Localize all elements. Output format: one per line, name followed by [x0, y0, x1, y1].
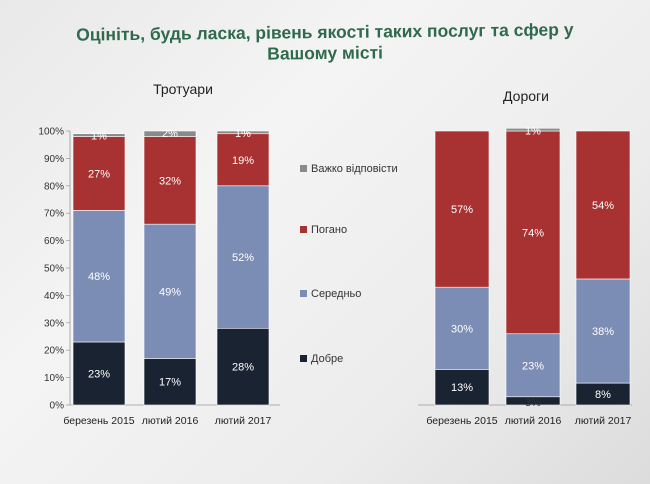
data-label: 28% — [232, 362, 254, 374]
bar-segment — [216, 130, 270, 135]
y-tick-label: 90% — [44, 154, 64, 165]
y-tick-label: 80% — [44, 181, 64, 192]
y-tick-label: 40% — [44, 291, 64, 302]
data-label: 19% — [232, 155, 254, 167]
bar-segment — [505, 127, 561, 132]
legend-label: Добре — [311, 353, 343, 365]
bar-segment — [72, 136, 126, 211]
y-tick-label: 30% — [44, 318, 64, 329]
panel-title: Тротуари — [153, 81, 213, 97]
data-label: 49% — [159, 286, 181, 298]
bar-segment — [72, 210, 126, 343]
x-category-label: лютий 2016 — [505, 415, 562, 427]
legend-label: Середньо — [311, 288, 361, 300]
y-tick-label: 100% — [38, 127, 64, 138]
bar-segment — [143, 130, 197, 137]
data-label: 30% — [451, 323, 473, 335]
data-label: 13% — [451, 382, 473, 394]
data-label: 52% — [232, 252, 254, 264]
bar-segment — [575, 130, 631, 280]
legend-swatch — [300, 226, 307, 233]
legend-label: Погано — [311, 224, 347, 236]
data-label: 17% — [159, 377, 181, 389]
y-tick-label: 70% — [44, 209, 64, 220]
data-label: 23% — [522, 360, 544, 372]
bar-segment — [575, 278, 631, 384]
data-label: 48% — [88, 271, 110, 283]
x-category-label: лютий 2017 — [215, 415, 272, 427]
y-tick-label: 0% — [50, 401, 65, 412]
bar-segment — [143, 223, 197, 359]
data-label: 57% — [451, 204, 473, 216]
bar-segment — [434, 130, 490, 288]
bar-segment — [216, 327, 270, 406]
data-label: 8% — [595, 389, 611, 401]
bar-segment — [216, 133, 270, 187]
y-tick-label: 50% — [44, 264, 64, 275]
data-label: 32% — [159, 175, 181, 187]
legend-swatch — [300, 290, 307, 297]
data-label: 1% — [235, 128, 251, 140]
legend-swatch — [300, 165, 307, 172]
bar-segment — [434, 286, 490, 370]
y-tick-label: 60% — [44, 236, 64, 247]
data-label: 38% — [592, 326, 614, 338]
x-category-label: березень 2015 — [426, 415, 497, 427]
data-label: 1% — [525, 125, 541, 137]
bar-segment — [434, 369, 490, 406]
y-tick-label: 20% — [44, 346, 64, 357]
panel-title: Дороги — [503, 88, 549, 104]
bar-segment — [505, 130, 561, 335]
y-tick-label: 10% — [44, 373, 64, 384]
x-category-label: березень 2015 — [63, 415, 134, 427]
data-label: 1% — [91, 131, 107, 143]
legend-swatch — [300, 355, 307, 362]
data-label: 27% — [88, 168, 110, 180]
data-label: 23% — [88, 368, 110, 380]
data-label: 3% — [525, 397, 541, 409]
bar-segment — [505, 333, 561, 398]
bar-segment — [143, 358, 197, 406]
bar-segment — [72, 341, 126, 406]
data-label: 74% — [522, 227, 544, 239]
data-label: 2% — [162, 128, 178, 140]
x-category-label: лютий 2017 — [575, 415, 632, 427]
x-category-label: лютий 2016 — [142, 415, 199, 427]
data-label: 54% — [592, 200, 614, 212]
bar-segment — [72, 133, 126, 137]
bar-segment — [143, 136, 197, 225]
legend-label: Важко відповісти — [311, 163, 398, 175]
